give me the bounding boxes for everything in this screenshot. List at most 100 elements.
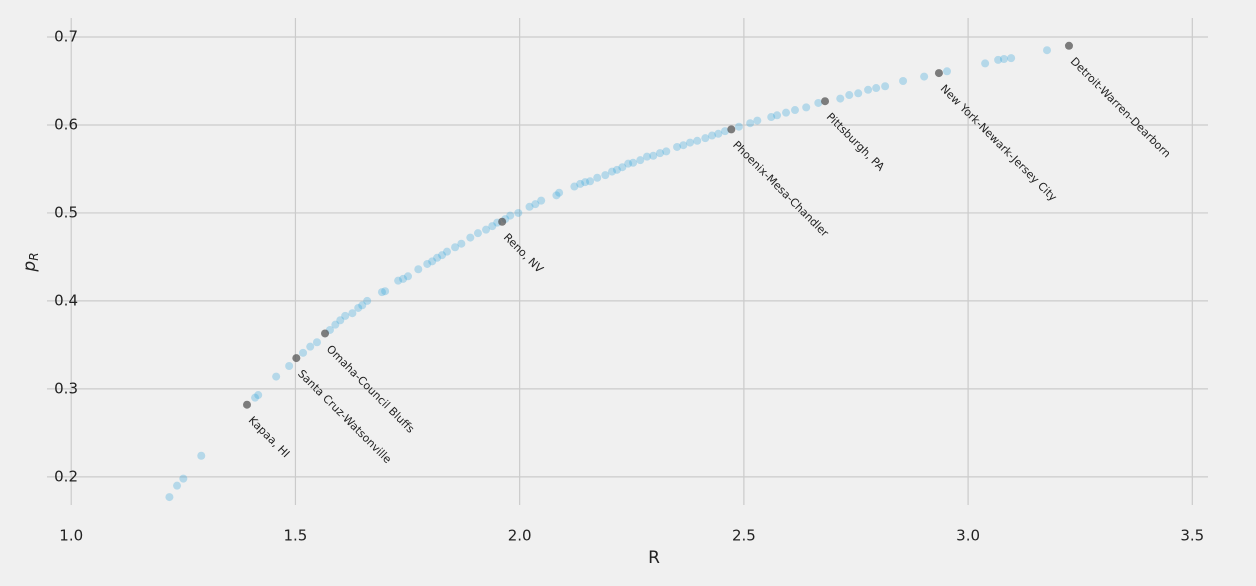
point xyxy=(734,122,743,131)
point xyxy=(636,156,645,165)
point xyxy=(721,127,730,136)
x-tick-label: 2.5 xyxy=(732,527,756,545)
y-tick-label: 0.2 xyxy=(54,467,78,485)
point xyxy=(753,116,762,125)
point xyxy=(601,171,610,180)
x-tick-label: 3.0 xyxy=(956,527,980,545)
point xyxy=(381,287,390,296)
point xyxy=(767,113,776,122)
point xyxy=(537,196,546,205)
point xyxy=(920,72,929,81)
point xyxy=(773,111,782,120)
point xyxy=(864,85,873,94)
point xyxy=(514,208,523,217)
x-tick-label: 1.0 xyxy=(59,527,83,545)
point xyxy=(1043,46,1052,55)
point xyxy=(506,211,515,220)
point xyxy=(881,82,890,91)
point xyxy=(321,329,330,338)
point xyxy=(443,247,452,256)
point xyxy=(872,84,881,93)
point xyxy=(662,147,671,156)
y-label-main: p xyxy=(20,261,40,273)
point xyxy=(994,55,1003,64)
point xyxy=(272,372,281,381)
point xyxy=(292,354,301,363)
point xyxy=(570,182,579,191)
point xyxy=(414,265,423,274)
point xyxy=(999,54,1008,63)
point xyxy=(399,274,408,283)
point xyxy=(358,301,367,310)
y-label-subscript: R xyxy=(27,252,41,260)
point xyxy=(593,173,602,182)
point xyxy=(612,165,621,174)
point xyxy=(451,243,460,252)
point xyxy=(821,97,830,106)
point xyxy=(629,158,638,167)
point xyxy=(552,191,561,200)
point xyxy=(377,288,386,297)
point xyxy=(555,188,564,197)
point xyxy=(656,149,665,158)
point xyxy=(243,400,252,409)
point xyxy=(525,202,534,211)
point xyxy=(782,108,791,117)
x-axis-label: R xyxy=(648,548,660,568)
point xyxy=(943,67,952,76)
point xyxy=(285,362,294,371)
y-tick-label: 0.4 xyxy=(54,291,78,309)
y-tick-label: 0.5 xyxy=(54,203,78,221)
point xyxy=(363,296,372,305)
point xyxy=(693,136,702,145)
point xyxy=(586,177,595,186)
point xyxy=(714,129,723,138)
point xyxy=(348,309,357,318)
point xyxy=(643,152,652,161)
point xyxy=(438,251,447,260)
point xyxy=(618,163,627,172)
point xyxy=(251,393,260,402)
point xyxy=(354,303,363,312)
point xyxy=(576,179,585,188)
x-tick-label: 3.5 xyxy=(1180,527,1204,545)
point xyxy=(498,217,507,226)
point xyxy=(673,142,682,151)
point xyxy=(531,200,540,209)
point xyxy=(312,338,321,347)
point xyxy=(845,91,854,100)
point xyxy=(934,69,943,78)
point xyxy=(727,125,736,134)
point xyxy=(197,451,206,460)
x-tick-label: 2.0 xyxy=(508,527,532,545)
y-tick-label: 0.3 xyxy=(54,379,78,397)
point xyxy=(679,141,688,150)
point xyxy=(306,342,315,351)
point xyxy=(649,151,658,160)
point xyxy=(701,134,710,143)
point xyxy=(802,103,811,112)
point xyxy=(299,348,308,357)
point xyxy=(423,259,432,268)
y-tick-label: 0.7 xyxy=(54,28,78,46)
point xyxy=(608,167,617,176)
point xyxy=(686,138,695,147)
point xyxy=(836,94,845,103)
point xyxy=(814,98,823,107)
point xyxy=(331,320,340,329)
point xyxy=(173,481,182,490)
point xyxy=(179,474,188,483)
point xyxy=(336,316,345,325)
point xyxy=(433,253,442,262)
point xyxy=(341,311,350,320)
point xyxy=(624,159,633,168)
point xyxy=(457,239,466,248)
point xyxy=(746,119,755,128)
point xyxy=(403,272,412,281)
point xyxy=(854,89,863,98)
point xyxy=(790,106,799,115)
point xyxy=(1007,54,1016,63)
point xyxy=(488,222,497,231)
